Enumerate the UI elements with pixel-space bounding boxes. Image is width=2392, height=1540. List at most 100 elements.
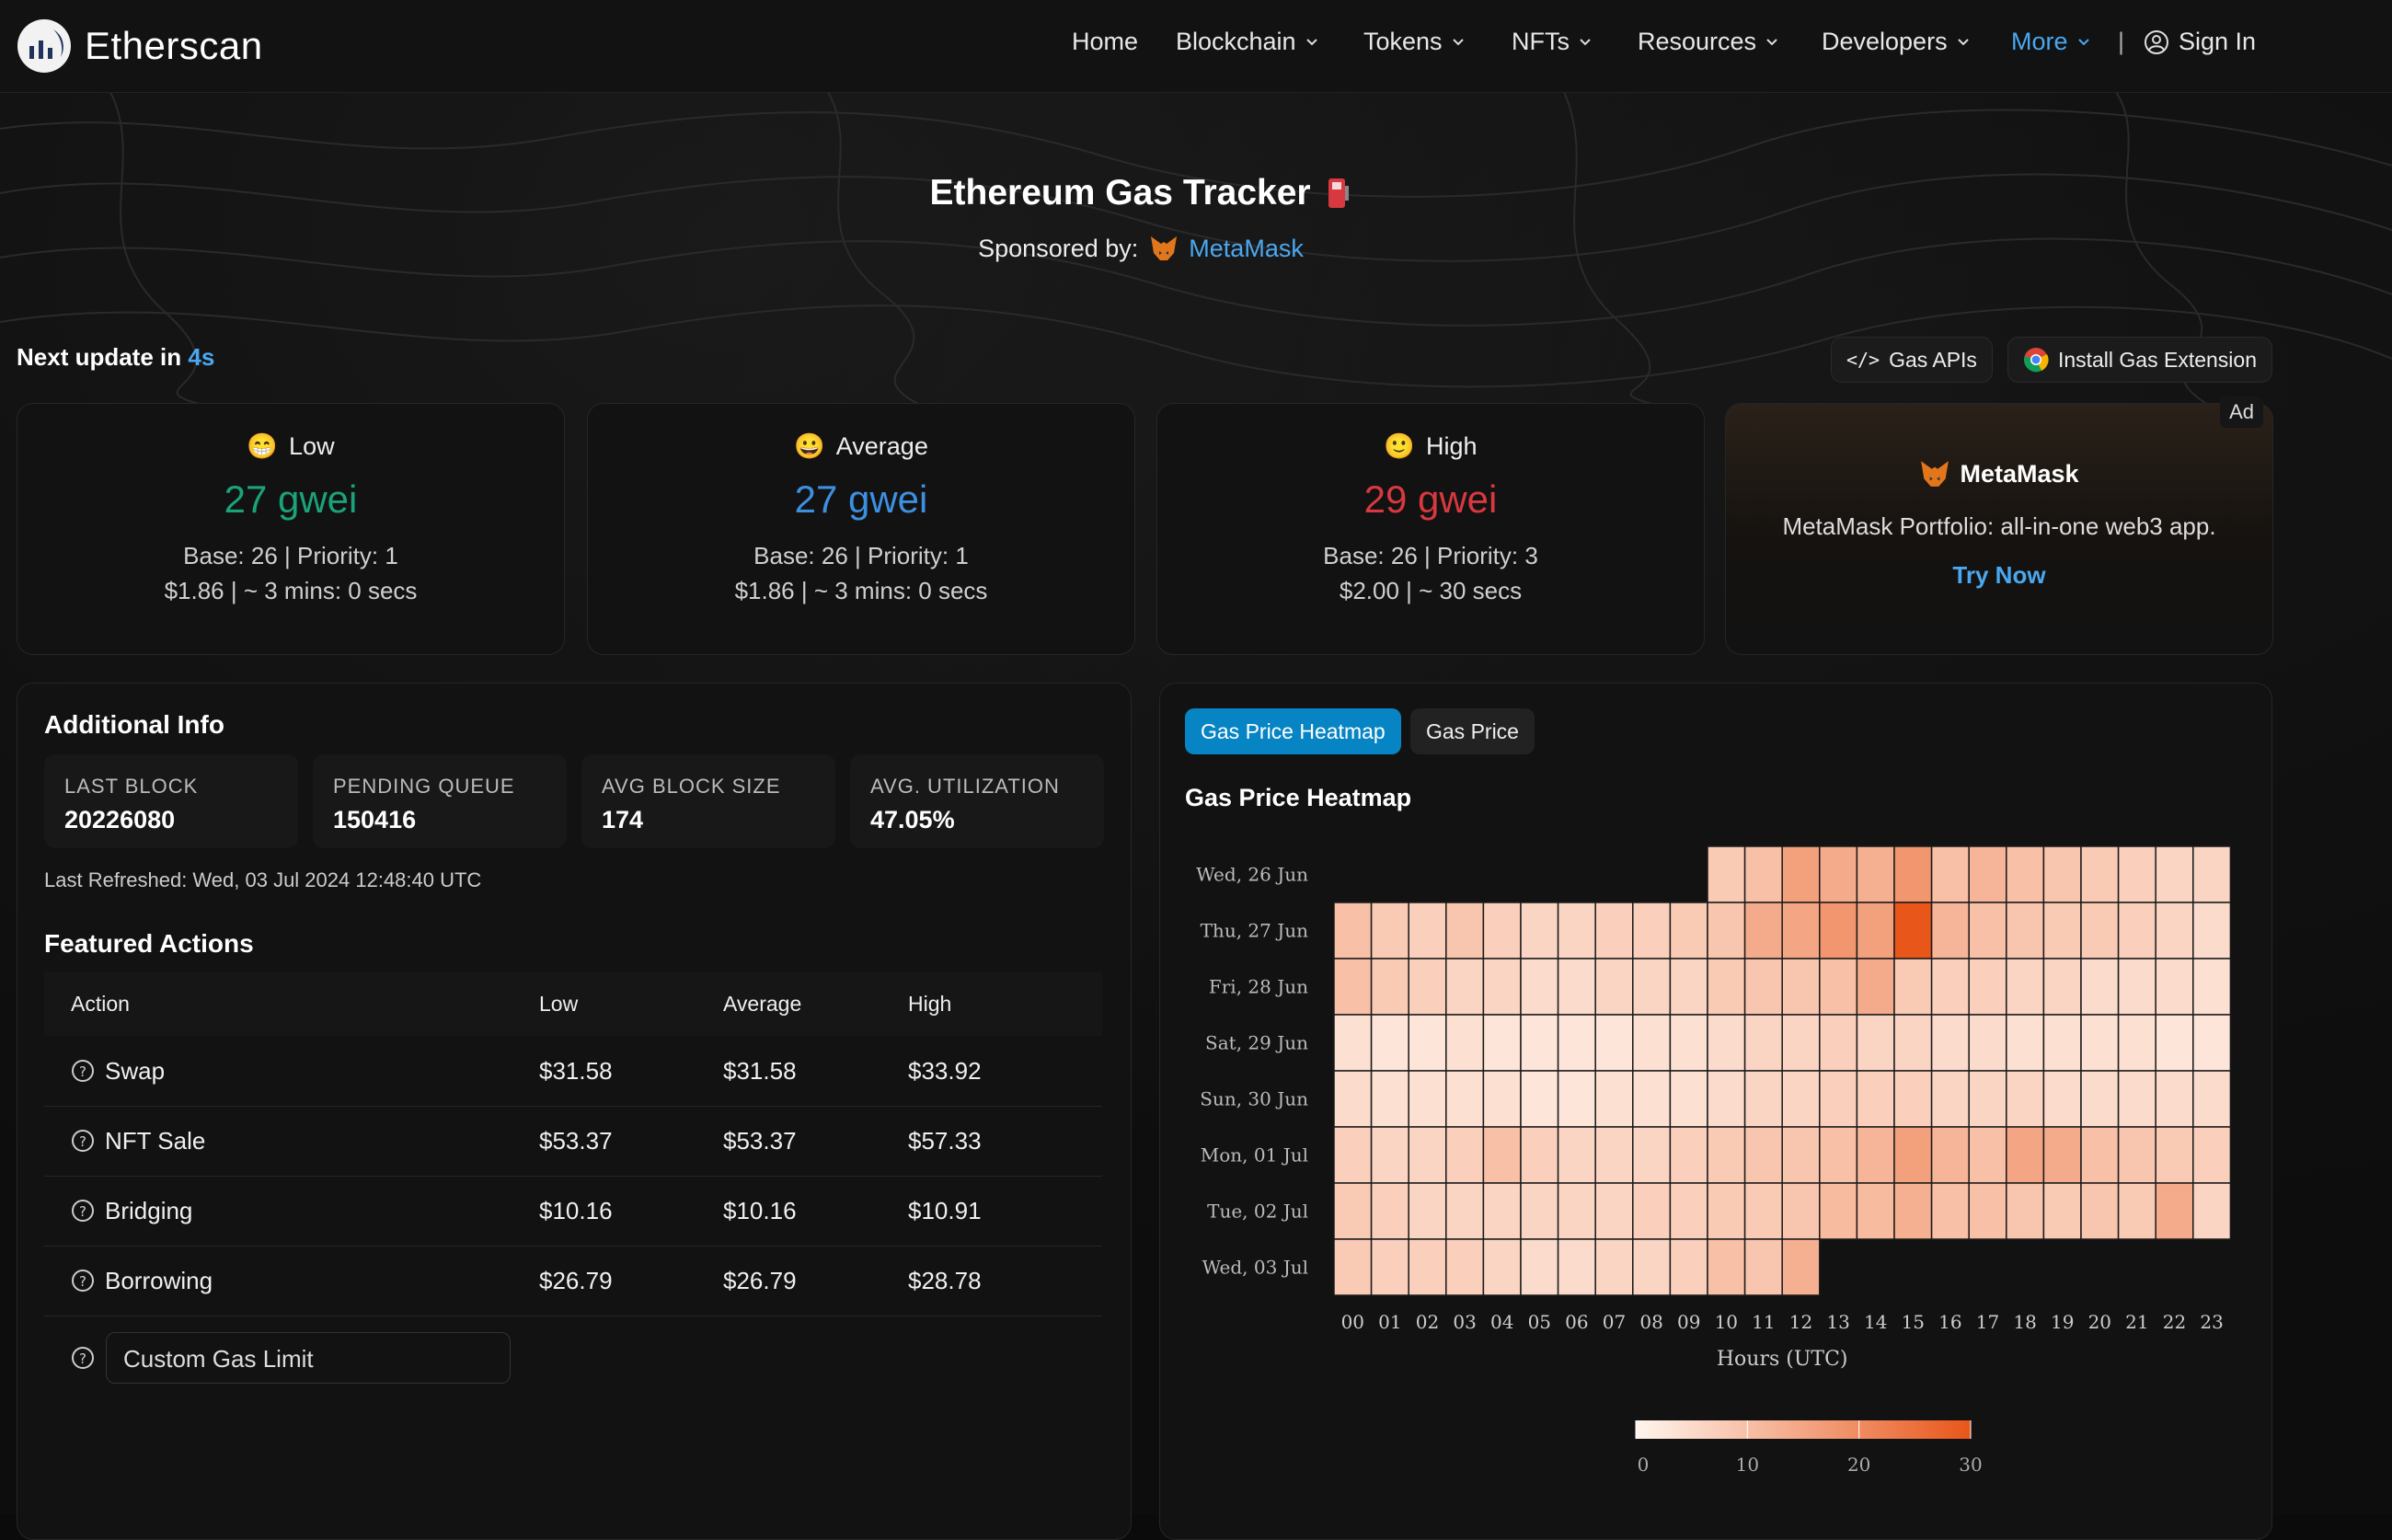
heatmap-cell: Sat, 29 Jun 15: 6: [1893, 1014, 1933, 1072]
action-name: NFT Sale: [105, 1127, 206, 1155]
ad-cta-link[interactable]: Try Now: [1952, 561, 2046, 589]
question-circle-icon[interactable]: ?: [71, 1199, 95, 1223]
heatmap-cell: Mon, 01 Jul 05: 7: [1520, 1126, 1559, 1184]
heatmap-cell: Thu, 27 Jun 18: 9: [2006, 902, 2045, 960]
heatmap-cell: Wed, 26 Jun 16: 10: [1930, 845, 1970, 903]
heatmap-cell: Thu, 27 Jun 06: 6: [1557, 902, 1596, 960]
nav-resources[interactable]: Resources: [1638, 28, 1778, 56]
gas-low-cost: $1.86 | ~ 3 mins: 0 secs: [164, 577, 418, 604]
page-title-text: Ethereum Gas Tracker: [929, 173, 1311, 213]
heatmap-cell: Tue, 02 Jul 17: 10: [1968, 1182, 2007, 1240]
heatmap-y-tick-label: Sat, 29 Jun: [1205, 1032, 1308, 1054]
ad-name: MetaMask: [1960, 459, 2079, 488]
ad-card[interactable]: Ad MetaMask MetaMask Portfolio: all-in-o…: [1725, 396, 2273, 655]
heatmap-x-tick-label: 11: [1752, 1311, 1775, 1333]
question-circle-icon[interactable]: ?: [71, 1346, 95, 1370]
page-title: Ethereum Gas Tracker: [0, 173, 2282, 213]
question-circle-icon[interactable]: ?: [71, 1129, 95, 1153]
heatmap-cell: Sun, 30 Jun 09: 4: [1669, 1070, 1708, 1128]
heatmap-cell: Wed, 26 Jun 11: 10: [1743, 845, 1783, 903]
main-menu: Home: [1072, 28, 1138, 56]
metamask-fox-icon: [1150, 236, 1177, 260]
heatmap-x-tick-label: 22: [2163, 1311, 2186, 1333]
nav-more[interactable]: More: [2011, 28, 2090, 56]
etherscan-logo-icon: [17, 19, 71, 73]
heatmap-cell: Wed, 03 Jul 12: 13: [1781, 1238, 1821, 1296]
stat-value: 150416: [333, 806, 417, 833]
heatmap-cell: Sun, 30 Jun 23: 5: [2192, 1070, 2232, 1128]
tab-gas-price[interactable]: Gas Price: [1410, 708, 1535, 754]
heatmap-cell: Tue, 02 Jul 01: 7: [1370, 1182, 1409, 1240]
heatmap-cell: Thu, 27 Jun 14: 16: [1856, 902, 1895, 960]
custom-gas-limit-input[interactable]: Custom Gas Limit: [106, 1332, 511, 1384]
gas-apis-button[interactable]: </> Gas APIs: [1830, 337, 1993, 383]
nav-home[interactable]: Home: [1072, 28, 1138, 56]
heatmap-cell: Wed, 03 Jul 09: 7: [1669, 1238, 1708, 1296]
heatmap-cell: Sat, 29 Jun 05: 3: [1520, 1014, 1559, 1072]
heatmap-cell: Sun, 30 Jun 14: 7: [1856, 1070, 1895, 1128]
heatmap-cell: Thu, 27 Jun 05: 6: [1520, 902, 1559, 960]
sponsor-link[interactable]: MetaMask: [1189, 235, 1304, 262]
heatmap-cell: Wed, 03 Jul 11: 9: [1743, 1238, 1783, 1296]
heatmap-cell: Fri, 28 Jun 09: 6: [1669, 958, 1708, 1016]
nav-nfts[interactable]: NFTs: [1512, 28, 1592, 56]
heatmap-cell: Tue, 02 Jul 19: 8: [2042, 1182, 2082, 1240]
heatmap-cell: Fri, 28 Jun 18: 6: [2006, 958, 2045, 1016]
heatmap-cell: Wed, 26 Jun 12: 16: [1781, 845, 1821, 903]
heatmap-cell: Sun, 30 Jun 00: 5: [1333, 1070, 1373, 1128]
heatmap-cell: Sat, 29 Jun 16: 5: [1930, 1014, 1970, 1072]
heatmap-cell: Sun, 30 Jun 18: 6: [2006, 1070, 2045, 1128]
heatmap-cell: Mon, 01 Jul 23: 7: [2192, 1126, 2232, 1184]
chevron-down-icon: [1452, 38, 1464, 45]
nav-developers[interactable]: Developers: [1822, 28, 1970, 56]
ad-text: MetaMask Portfolio: all-in-one web3 app.: [1782, 512, 2216, 540]
heatmap-cell: Wed, 03 Jul 08: 6: [1632, 1238, 1672, 1296]
heatmap-cell: Sat, 29 Jun 08: 4: [1632, 1014, 1672, 1072]
heatmap-cell: Mon, 01 Jul 00: 7: [1333, 1126, 1373, 1184]
heatmap-cell: Sun, 30 Jun 05: 3: [1520, 1070, 1559, 1128]
heatmap-cell: Wed, 03 Jul 00: 8: [1333, 1238, 1373, 1296]
gas-average-cost: $1.86 | ~ 3 mins: 0 secs: [734, 577, 988, 604]
heatmap-cell: Mon, 01 Jul 21: 9: [2117, 1126, 2156, 1184]
svg-text:?: ?: [79, 1273, 86, 1290]
heatmap-cell: Mon, 01 Jul 09: 7: [1669, 1126, 1708, 1184]
heatmap-cell: Mon, 01 Jul 13: 10: [1819, 1126, 1858, 1184]
heatmap-cell: Sun, 30 Jun 21: 5: [2117, 1070, 2156, 1128]
actions-table-header: [44, 971, 1102, 1036]
nav-tokens-label: Tokens: [1363, 28, 1443, 55]
next-update-label: Next update in: [17, 343, 182, 371]
tab-gas-price-heatmap[interactable]: Gas Price Heatmap: [1185, 708, 1401, 754]
heatmap-y-tick-label: Fri, 28 Jun: [1209, 976, 1308, 998]
heatmap-cell: Sat, 29 Jun 01: 3: [1370, 1014, 1409, 1072]
heatmap-cell: Sat, 29 Jun 02: 3: [1408, 1014, 1447, 1072]
heatmap-cell: Fri, 28 Jun 10: 8: [1707, 958, 1746, 1016]
heatmap-x-tick-label: 05: [1528, 1311, 1551, 1333]
heatmap-cell: Sun, 30 Jun 20: 5: [2080, 1070, 2120, 1128]
brand-logo[interactable]: Etherscan: [17, 18, 263, 74]
install-extension-button[interactable]: Install Gas Extension: [2007, 337, 2272, 383]
heatmap-cell: Thu, 27 Jun 04: 7: [1482, 902, 1522, 960]
heatmap-cell: Wed, 26 Jun 14: 13: [1856, 845, 1895, 903]
heatmap-cell: Fri, 28 Jun 04: 6: [1482, 958, 1522, 1016]
action-average: $26.79: [723, 1267, 797, 1294]
heatmap-x-tick-label: 08: [1639, 1311, 1662, 1333]
question-circle-icon[interactable]: ?: [71, 1269, 95, 1293]
signin-link[interactable]: Sign In: [2144, 28, 2256, 56]
heatmap-cell: Tue, 02 Jul 21: 8: [2117, 1182, 2156, 1240]
nav-tokens[interactable]: Tokens: [1363, 28, 1465, 56]
col-average: Average: [723, 992, 802, 1016]
question-circle-icon[interactable]: ?: [71, 1059, 95, 1083]
heatmap-cell: Wed, 26 Jun 21: 7: [2117, 845, 2156, 903]
heatmap-cell: Fri, 28 Jun 14: 14: [1856, 958, 1895, 1016]
heatmap-y-tick-label: Tue, 02 Jul: [1207, 1201, 1308, 1223]
heatmap-cell: Mon, 01 Jul 12: 9: [1781, 1126, 1821, 1184]
heatmap-cell: Wed, 03 Jul 04: 6: [1482, 1238, 1522, 1296]
nav-blockchain[interactable]: Blockchain: [1176, 28, 1318, 56]
heatmap-cell: Wed, 26 Jun 18: 10: [2006, 845, 2045, 903]
action-low: $53.37: [539, 1127, 613, 1155]
heatmap-cell: Thu, 27 Jun 16: 12: [1930, 902, 1970, 960]
last-block-link[interactable]: 20226080: [64, 806, 176, 833]
heatmap-cell: Thu, 27 Jun 10: 9: [1707, 902, 1746, 960]
heatmap-cell: Fri, 28 Jun 03: 6: [1445, 958, 1485, 1016]
heatmap-cell: Mon, 01 Jul 11: 9: [1743, 1126, 1783, 1184]
